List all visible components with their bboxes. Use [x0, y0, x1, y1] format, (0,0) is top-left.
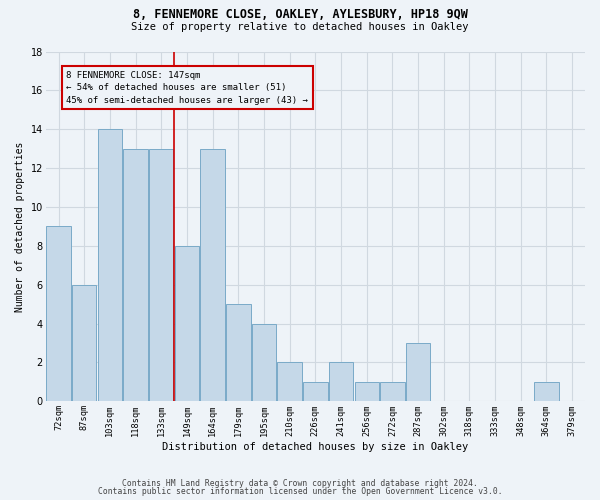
Bar — [303, 382, 328, 402]
Bar — [46, 226, 71, 402]
Bar — [355, 382, 379, 402]
Bar — [277, 362, 302, 402]
Bar — [406, 343, 430, 402]
Bar — [534, 382, 559, 402]
Bar — [226, 304, 251, 402]
Text: 8 FENNEMORE CLOSE: 147sqm
← 54% of detached houses are smaller (51)
45% of semi-: 8 FENNEMORE CLOSE: 147sqm ← 54% of detac… — [66, 71, 308, 105]
Y-axis label: Number of detached properties: Number of detached properties — [15, 141, 25, 312]
X-axis label: Distribution of detached houses by size in Oakley: Distribution of detached houses by size … — [162, 442, 469, 452]
Bar — [175, 246, 199, 402]
Bar — [124, 148, 148, 402]
Bar — [329, 362, 353, 402]
Bar — [252, 324, 276, 402]
Bar — [72, 284, 97, 402]
Text: 8, FENNEMORE CLOSE, OAKLEY, AYLESBURY, HP18 9QW: 8, FENNEMORE CLOSE, OAKLEY, AYLESBURY, H… — [133, 8, 467, 20]
Text: Contains public sector information licensed under the Open Government Licence v3: Contains public sector information licen… — [98, 487, 502, 496]
Text: Size of property relative to detached houses in Oakley: Size of property relative to detached ho… — [131, 22, 469, 32]
Bar — [200, 148, 225, 402]
Bar — [149, 148, 173, 402]
Bar — [380, 382, 404, 402]
Text: Contains HM Land Registry data © Crown copyright and database right 2024.: Contains HM Land Registry data © Crown c… — [122, 478, 478, 488]
Bar — [98, 129, 122, 402]
